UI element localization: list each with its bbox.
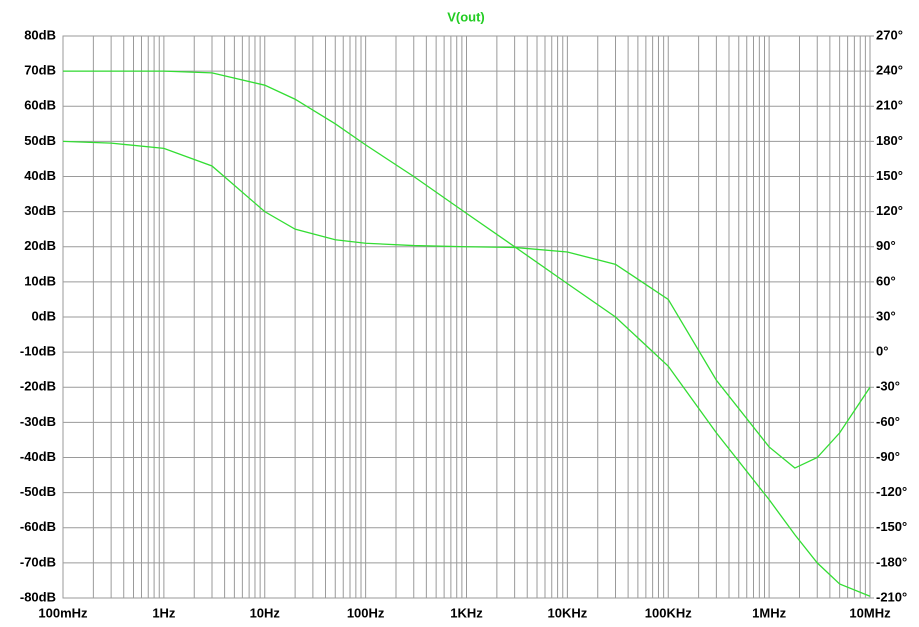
y-tick-label: 60dB: [24, 98, 56, 113]
y2-tick-label: 60°: [876, 273, 896, 288]
x-tick-label: 10KHz: [548, 605, 588, 620]
plot-frame: [62, 35, 871, 599]
y-tick-label: 80dB: [24, 27, 56, 42]
y2-tick-label: 30°: [876, 308, 896, 323]
y-tick-label: -60dB: [20, 519, 56, 534]
y2-tick-label: -90°: [876, 449, 900, 464]
y2-tick-label: 240°: [876, 63, 903, 78]
y-tick-label: 50dB: [24, 133, 56, 148]
series-line: [63, 70, 871, 597]
y2-tick-label: 150°: [876, 168, 903, 183]
y2-tick-label: 120°: [876, 203, 903, 218]
x-tick-label: 10Hz: [250, 605, 281, 620]
y2-tick-label: 0°: [876, 344, 888, 359]
y2-tick-label: 270°: [876, 27, 903, 42]
y-tick-label: -20dB: [20, 379, 56, 394]
y2-tick-label: 180°: [876, 133, 903, 148]
y-tick-label: 70dB: [24, 63, 56, 78]
y2-tick-label: -120°: [876, 484, 907, 499]
x-tick-label: 100Hz: [347, 605, 385, 620]
y-tick-label: -40dB: [20, 449, 56, 464]
series-line: [62, 140, 871, 469]
y2-tick-label: -210°: [876, 589, 907, 604]
y-tick-label: 30dB: [24, 203, 56, 218]
x-tick-label: 1Hz: [152, 605, 176, 620]
y2-tick-label: 90°: [876, 238, 896, 253]
y2-tick-label: -180°: [876, 554, 907, 569]
y2-tick-label: 210°: [876, 98, 903, 113]
x-tick-label: 1KHz: [450, 605, 483, 620]
y-tick-label: -70dB: [20, 554, 56, 569]
y-tick-label: -80dB: [20, 589, 56, 604]
y-tick-label: -50dB: [20, 484, 56, 499]
y-tick-label: -30dB: [20, 414, 56, 429]
y-tick-label: 0dB: [31, 308, 56, 323]
y-tick-label: 10dB: [24, 273, 56, 288]
x-tick-label: 100mHz: [38, 605, 88, 620]
x-tick-label: 100KHz: [645, 605, 692, 620]
chart-title: V(out): [447, 9, 485, 24]
y-tick-label: 20dB: [24, 238, 56, 253]
y2-tick-label: -150°: [876, 519, 907, 534]
x-tick-label: 1MHz: [752, 605, 786, 620]
y2-tick-label: -30°: [876, 379, 900, 394]
y-tick-label: 40dB: [24, 168, 56, 183]
y2-tick-label: -60°: [876, 414, 900, 429]
y-tick-label: -10dB: [20, 344, 56, 359]
x-tick-label: 10MHz: [849, 605, 891, 620]
